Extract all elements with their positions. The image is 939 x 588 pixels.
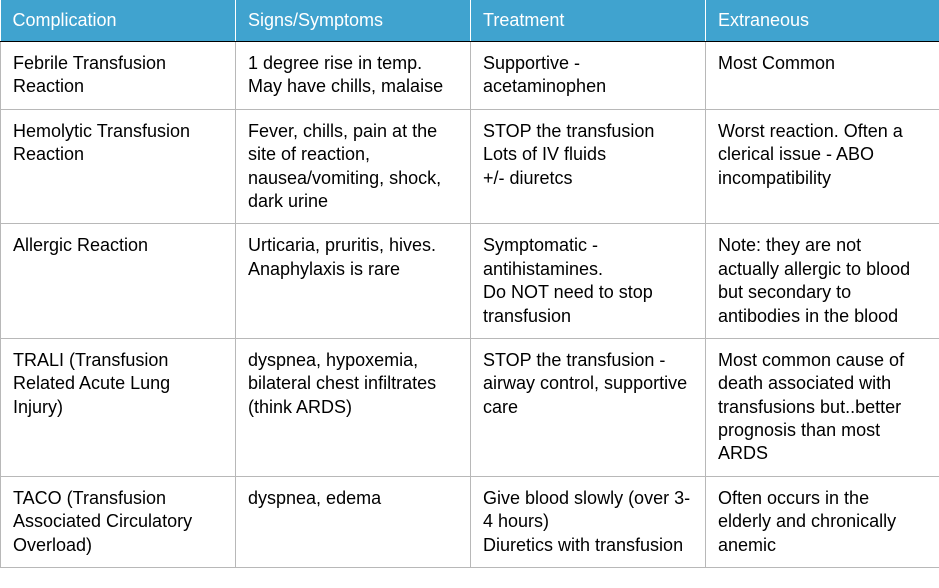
cell-signs: Fever, chills, pain at the site of react… bbox=[236, 109, 471, 224]
col-header-complication: Complication bbox=[1, 0, 236, 42]
col-header-treatment: Treatment bbox=[471, 0, 706, 42]
cell-treatment: Supportive - acetaminophen bbox=[471, 42, 706, 110]
cell-treatment: Symptomatic - antihistamines. Do NOT nee… bbox=[471, 224, 706, 339]
cell-treatment: Give blood slowly (over 3-4 hours) Diure… bbox=[471, 476, 706, 567]
cell-signs: Urticaria, pruritis, hives. Anaphylaxis … bbox=[236, 224, 471, 339]
cell-complication: Febrile Transfusion Reaction bbox=[1, 42, 236, 110]
cell-signs: 1 degree rise in temp. May have chills, … bbox=[236, 42, 471, 110]
cell-complication: Allergic Reaction bbox=[1, 224, 236, 339]
table-row: TRALI (Transfusion Related Acute Lung In… bbox=[1, 338, 939, 476]
cell-signs: dyspnea, hypoxemia, bilateral chest infi… bbox=[236, 338, 471, 476]
cell-extraneous: Note: they are not actually allergic to … bbox=[706, 224, 939, 339]
table-row: Allergic Reaction Urticaria, pruritis, h… bbox=[1, 224, 939, 339]
table-row: Hemolytic Transfusion Reaction Fever, ch… bbox=[1, 109, 939, 224]
cell-signs: dyspnea, edema bbox=[236, 476, 471, 567]
cell-complication: Hemolytic Transfusion Reaction bbox=[1, 109, 236, 224]
table-row: TACO (Transfusion Associated Circulatory… bbox=[1, 476, 939, 567]
cell-treatment: STOP the transfusion Lots of IV fluids +… bbox=[471, 109, 706, 224]
cell-extraneous: Often occurs in the elderly and chronica… bbox=[706, 476, 939, 567]
cell-treatment: STOP the transfusion - airway control, s… bbox=[471, 338, 706, 476]
cell-extraneous: Most Common bbox=[706, 42, 939, 110]
cell-extraneous: Worst reaction. Often a clerical issue -… bbox=[706, 109, 939, 224]
col-header-signs: Signs/Symptoms bbox=[236, 0, 471, 42]
transfusion-complications-table: Complication Signs/Symptoms Treatment Ex… bbox=[0, 0, 939, 568]
cell-complication: TACO (Transfusion Associated Circulatory… bbox=[1, 476, 236, 567]
table-header-row: Complication Signs/Symptoms Treatment Ex… bbox=[1, 0, 939, 42]
table-row: Febrile Transfusion Reaction 1 degree ri… bbox=[1, 42, 939, 110]
cell-complication: TRALI (Transfusion Related Acute Lung In… bbox=[1, 338, 236, 476]
col-header-extraneous: Extraneous bbox=[706, 0, 939, 42]
cell-extraneous: Most common cause of death associated wi… bbox=[706, 338, 939, 476]
